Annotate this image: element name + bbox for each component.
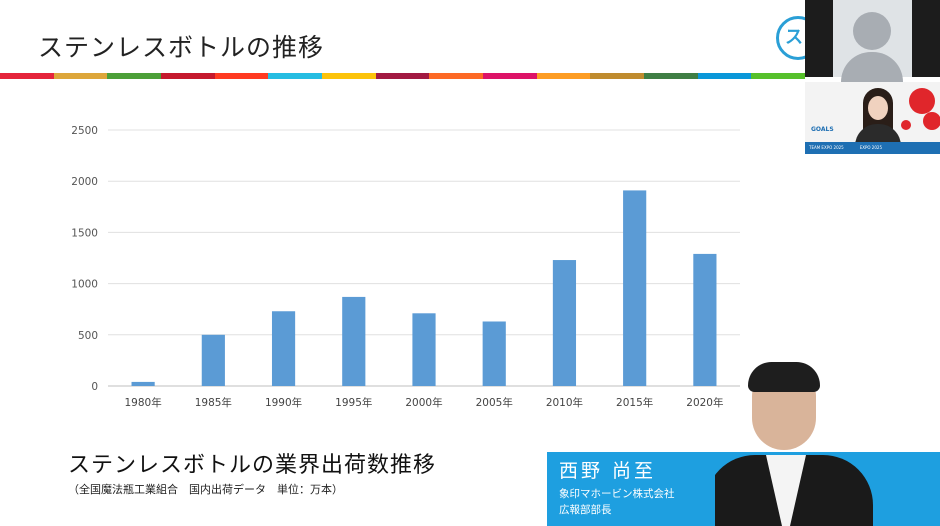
x-tick-label: 1995年	[335, 396, 372, 409]
decor-dot	[909, 88, 935, 114]
participant-face	[868, 96, 888, 120]
video-tile-participant[interactable]	[805, 0, 940, 82]
stripe-segment	[751, 73, 806, 79]
presenter-position: 広報部部長	[559, 504, 612, 516]
stripe-segment	[536, 73, 591, 79]
bar-2020年	[693, 253, 717, 386]
presenter-name: 西野 尚至	[559, 460, 657, 482]
x-tick-label: 2020年	[686, 396, 723, 409]
bar-2000年	[412, 313, 436, 386]
bar-2010年	[552, 260, 577, 386]
stripe-segment	[375, 73, 430, 79]
x-tick-label: 1980年	[124, 396, 161, 409]
y-tick-label: 500	[78, 330, 98, 342]
person-avatar-icon	[853, 12, 891, 50]
expo-banner-strip: TEAM EXPO 2025 EXPO 2025	[805, 142, 940, 154]
stripe-segment	[107, 73, 162, 79]
y-tick-label: 2500	[71, 125, 98, 137]
stripe-segment	[429, 73, 484, 79]
stripe-segment	[0, 73, 54, 79]
presenter-name-card: 西野 尚至 象印マホービン株式会社 広報部部長	[547, 452, 715, 526]
goals-logo: GOALS	[811, 126, 834, 133]
y-tick-label: 0	[91, 381, 98, 393]
x-tick-label: 2015年	[616, 396, 653, 409]
stripe-segment	[644, 73, 698, 79]
x-tick-label: 1990年	[265, 396, 302, 409]
slide-title: ステンレスボトルの推移	[38, 33, 325, 62]
stripe-segment	[268, 73, 323, 79]
x-tick-label: 2010年	[546, 396, 583, 409]
x-tick-label: 2005年	[476, 396, 513, 409]
y-tick-label: 1000	[71, 279, 98, 291]
bar-1980年	[131, 381, 155, 386]
y-tick-label: 2000	[71, 176, 98, 188]
stripe-segment	[322, 73, 376, 79]
stripe-segment	[483, 73, 537, 79]
bar-2015年	[623, 190, 647, 386]
y-tick-label: 1500	[71, 227, 98, 239]
person-avatar-body	[841, 52, 903, 82]
presenter-hair	[748, 362, 820, 392]
stripe-segment	[697, 73, 752, 79]
bar-2005年	[482, 321, 506, 386]
shipment-bar-chart: 0 500 1000 1500 2000 2500 1980年 1985年 1990年 1995年…	[71, 125, 740, 409]
stripe-segment	[590, 73, 645, 79]
stripe-segment	[161, 73, 215, 79]
x-tick-label: 1985年	[195, 396, 232, 409]
video-tile-presenter-2[interactable]: GOALS TEAM EXPO 2025 EXPO 2025	[805, 82, 940, 154]
chart-source-note: （全国魔法瓶工業組合 国内出荷データ 単位：万本）	[68, 483, 343, 496]
decor-dot	[923, 112, 940, 130]
decor-dot	[901, 120, 911, 130]
x-tick-label: 2000年	[405, 396, 442, 409]
sdg-color-stripe	[0, 73, 806, 79]
stripe-segment	[214, 73, 269, 79]
bar-1990年	[271, 311, 296, 386]
chart-caption: ステンレスボトルの業界出荷数推移	[68, 453, 437, 478]
stripe-segment	[53, 73, 108, 79]
presenter-company: 象印マホービン株式会社	[559, 488, 675, 500]
bar-1985年	[201, 334, 225, 386]
bar-1995年	[342, 296, 366, 386]
